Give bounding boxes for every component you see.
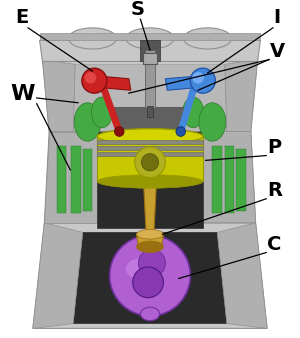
Polygon shape <box>44 131 97 223</box>
Bar <box>145 50 155 107</box>
Ellipse shape <box>184 28 232 49</box>
Text: S: S <box>131 0 145 19</box>
Circle shape <box>115 127 124 136</box>
Bar <box>236 149 246 211</box>
Text: P: P <box>267 138 281 157</box>
Polygon shape <box>40 40 260 62</box>
Ellipse shape <box>126 258 155 280</box>
Polygon shape <box>43 59 75 131</box>
Polygon shape <box>33 223 267 329</box>
Text: I: I <box>273 8 280 27</box>
Polygon shape <box>33 223 83 329</box>
Bar <box>57 146 67 213</box>
Circle shape <box>110 235 190 316</box>
Ellipse shape <box>136 230 164 239</box>
Ellipse shape <box>133 32 161 41</box>
Ellipse shape <box>126 28 174 49</box>
Bar <box>147 106 153 117</box>
Bar <box>97 127 203 227</box>
Polygon shape <box>217 223 267 329</box>
Ellipse shape <box>97 175 203 188</box>
Text: C: C <box>267 235 281 254</box>
Ellipse shape <box>136 241 164 252</box>
Bar <box>140 40 160 62</box>
Ellipse shape <box>97 129 203 144</box>
Bar <box>97 140 203 144</box>
Text: R: R <box>267 181 282 200</box>
Bar <box>83 149 92 211</box>
Ellipse shape <box>199 103 226 141</box>
Ellipse shape <box>92 97 112 128</box>
Text: E: E <box>16 8 29 27</box>
Bar <box>97 146 203 150</box>
Circle shape <box>176 127 185 136</box>
Text: V: V <box>270 42 285 61</box>
Circle shape <box>82 68 107 93</box>
Text: W: W <box>11 84 35 104</box>
Bar <box>225 146 235 213</box>
Polygon shape <box>165 75 212 90</box>
Polygon shape <box>225 59 257 131</box>
Bar <box>97 152 203 155</box>
Ellipse shape <box>183 97 204 128</box>
Bar <box>71 146 81 213</box>
Polygon shape <box>44 131 256 223</box>
Ellipse shape <box>75 32 104 41</box>
Circle shape <box>85 72 96 83</box>
Polygon shape <box>136 234 164 247</box>
Circle shape <box>135 147 165 178</box>
Polygon shape <box>73 233 227 323</box>
Ellipse shape <box>190 32 219 41</box>
Polygon shape <box>203 131 256 223</box>
Polygon shape <box>73 64 227 131</box>
Circle shape <box>139 250 165 276</box>
Ellipse shape <box>68 28 116 49</box>
Bar <box>212 146 222 213</box>
Polygon shape <box>113 107 187 131</box>
Ellipse shape <box>74 103 101 141</box>
Circle shape <box>141 154 159 171</box>
Circle shape <box>192 72 204 83</box>
Ellipse shape <box>140 307 160 321</box>
Polygon shape <box>143 177 157 234</box>
Circle shape <box>190 68 215 93</box>
Polygon shape <box>86 75 131 90</box>
Polygon shape <box>43 59 257 131</box>
Bar <box>97 136 203 182</box>
Circle shape <box>133 267 164 298</box>
Bar <box>40 33 260 40</box>
Bar <box>143 53 157 64</box>
